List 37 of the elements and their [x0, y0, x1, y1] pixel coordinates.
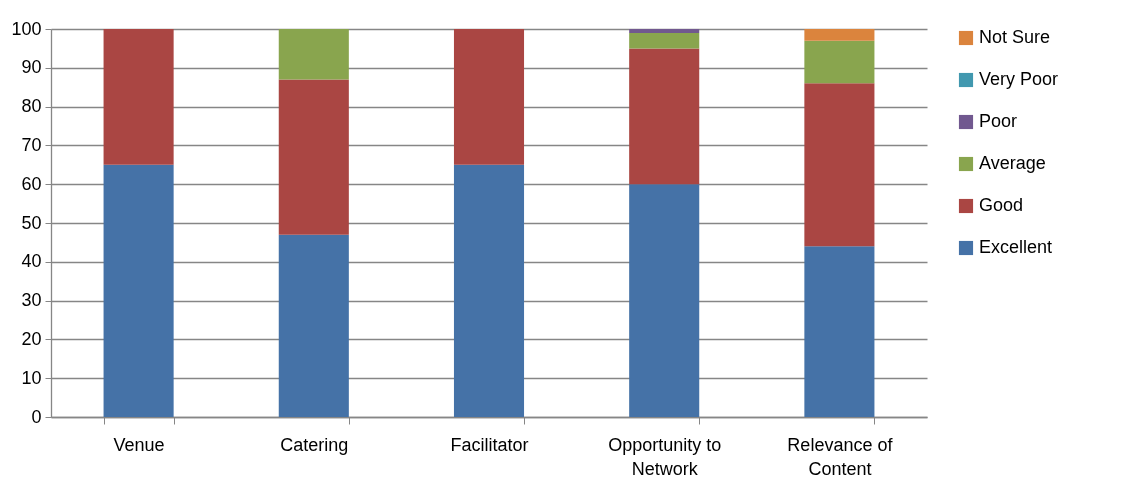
- y-tick-label: 40: [21, 251, 42, 272]
- bar: [629, 184, 700, 417]
- y-tick-label: 50: [21, 212, 42, 233]
- bar: [629, 29, 700, 33]
- y-tick-label: 80: [21, 96, 42, 117]
- bar: [804, 40, 875, 84]
- bar: [804, 246, 875, 417]
- y-tick-label: 10: [21, 367, 42, 388]
- legend-label: Poor: [979, 111, 1018, 131]
- y-tick-label: 60: [21, 173, 42, 194]
- bar: [804, 29, 875, 41]
- bar: [453, 29, 525, 165]
- bar: [103, 164, 174, 417]
- bar: [278, 234, 349, 417]
- bar: [278, 29, 349, 80]
- y-tick-label: 90: [21, 57, 42, 78]
- x-tick-label: Facilitator: [450, 434, 529, 455]
- bar: [453, 164, 525, 417]
- legend-label: Excellent: [979, 237, 1053, 257]
- x-tick-label: Catering: [280, 434, 349, 455]
- legend-label: Average: [979, 153, 1046, 173]
- x-tick-label: Venue: [113, 434, 165, 455]
- x-tick-label: Relevance of Content: [787, 434, 894, 479]
- y-tick-label: 30: [21, 290, 42, 311]
- bar: [804, 83, 875, 247]
- bar: [278, 79, 349, 235]
- y-tick-label: 20: [21, 328, 42, 349]
- legend-label: Very Poor: [979, 69, 1059, 89]
- bar: [629, 48, 700, 185]
- legend-label: Good: [979, 195, 1024, 215]
- bar: [629, 32, 700, 49]
- y-tick-label: 0: [31, 406, 42, 427]
- legend-label: Not Sure: [979, 27, 1051, 47]
- bar: [103, 29, 174, 165]
- y-tick-label: 100: [11, 18, 42, 39]
- y-tick-label: 70: [21, 134, 42, 155]
- x-tick-label: Opportunity to Network: [608, 434, 722, 479]
